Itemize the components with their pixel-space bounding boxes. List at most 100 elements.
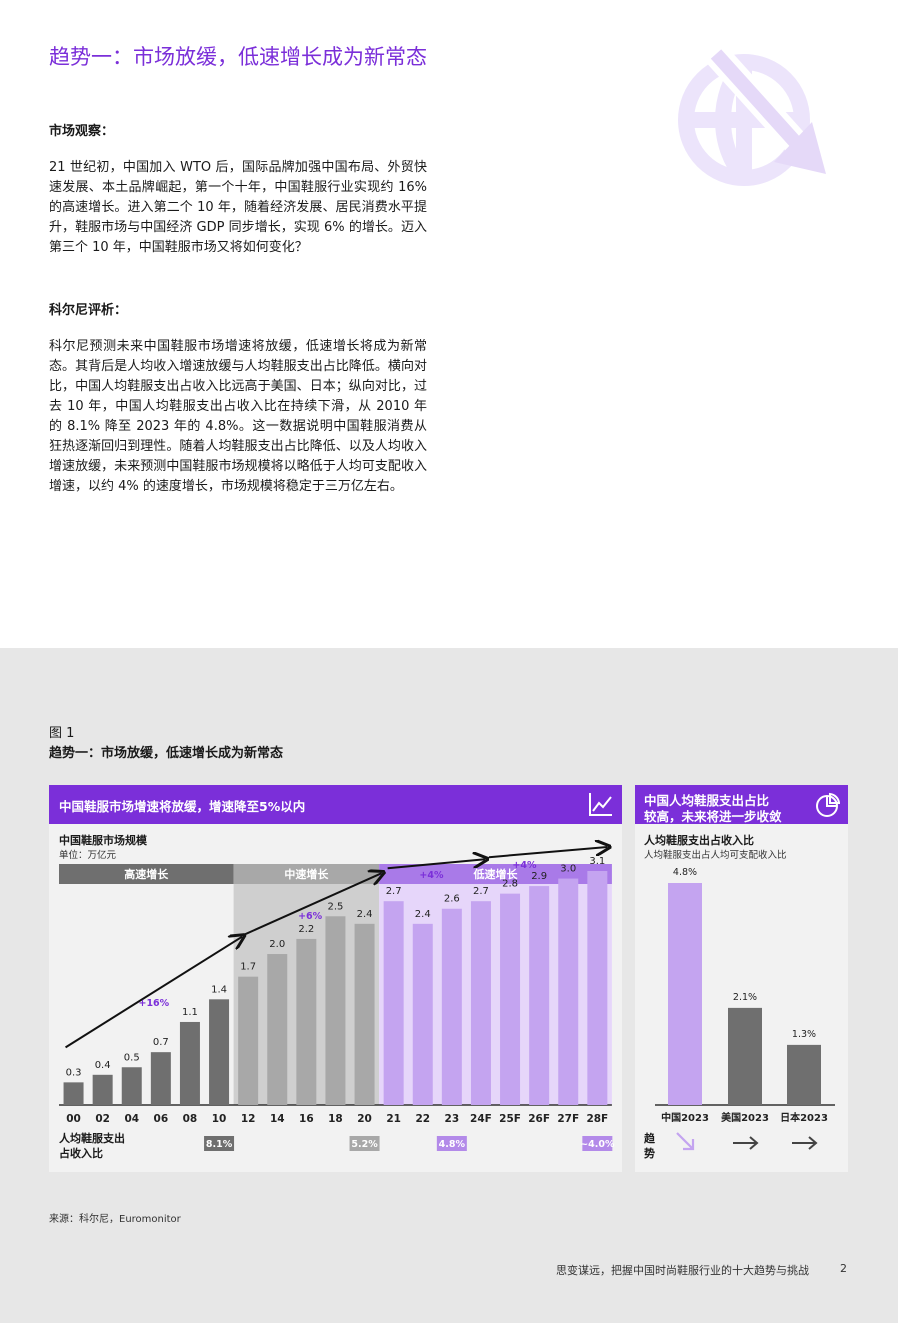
expense-ratio-badge [349, 1136, 380, 1151]
x-tick-label: 27F [557, 1113, 579, 1125]
bar [587, 871, 608, 1105]
arrow-down-right-icon [676, 1132, 695, 1151]
x-tick-label: 12 [241, 1113, 256, 1125]
bar [150, 1052, 171, 1105]
expense-ratio-row-label-1: 人均鞋服支出 [59, 1132, 125, 1145]
section-body-observation: 21 世纪初，中国加入 WTO 后，国际品牌加强中国布局、外贸快速发展、本土品牌… [49, 160, 427, 255]
x-tick-label: 20 [357, 1113, 372, 1125]
bar-value-label: 4.8% [673, 867, 697, 878]
arrow-right-icon [733, 1136, 759, 1150]
trend-arrow [243, 873, 382, 936]
x-tick-label: 23 [445, 1113, 460, 1125]
expense-ratio-badge [436, 1136, 467, 1151]
market-size-chart: 高速增长 中速增长 低速增长 0.3 00 0.4 02 0.5 04 0.7 06 1.1 08 1.4… [59, 785, 615, 1151]
expense-ratio-chart: 4.8% 中国2023 2.1% 美国2023 1.3% 日本2023 [655, 867, 835, 1151]
market-size-banner-text: 中国鞋服市场增速将放缓，增速降至5%以内 [59, 799, 306, 814]
bar [121, 1067, 142, 1105]
bar-value-label: 1.7 [240, 962, 256, 973]
trend-label-1: 趋 [644, 1132, 655, 1145]
phase-band [233, 864, 380, 884]
arrow-right-icon [792, 1136, 818, 1150]
bar-value-label: 3.1 [589, 856, 605, 867]
x-tick-label: 22 [415, 1113, 430, 1125]
x-tick-label: 10 [212, 1113, 227, 1125]
bar-value-label: 0.7 [153, 1037, 169, 1048]
bar [296, 938, 317, 1105]
market-size-heading: 中国鞋服市场规模 [59, 834, 147, 847]
x-tick-label: 16 [299, 1113, 314, 1125]
expense-ratio-badge [204, 1136, 235, 1151]
bar-value-label: 2.5 [327, 901, 343, 912]
x-tick-label: 中国2023 [661, 1111, 709, 1124]
phase-band-label: 中速增长 [284, 867, 329, 881]
bar [529, 886, 550, 1105]
x-tick-label: 06 [154, 1113, 169, 1125]
page-title: 趋势一：市场放缓，低速增长成为新常态 [49, 45, 427, 69]
bar-value-label: 2.2 [298, 924, 314, 935]
bar [267, 954, 288, 1105]
bar-value-label: 0.5 [124, 1052, 140, 1063]
bar [325, 916, 346, 1105]
x-tick-label: 02 [95, 1113, 110, 1125]
bar [668, 883, 702, 1105]
bar [238, 976, 259, 1105]
expense-ratio-badge-label: ~4.0% [580, 1139, 615, 1150]
expense-ratio-banner-line1: 中国人均鞋服支出占比 [644, 793, 770, 808]
section-heading-commentary: 科尔尼评析： [49, 303, 128, 318]
x-tick-label: 日本2023 [780, 1111, 828, 1124]
section-heading-observation: 市场观察： [49, 124, 115, 139]
growth-rate-label: +16% [138, 998, 169, 1009]
bar-value-label: 0.4 [95, 1060, 111, 1071]
growth-rate-label: +4% [512, 860, 537, 871]
phase-band [59, 864, 234, 884]
phase-band-label: 高速增长 [124, 867, 169, 881]
bar-value-label: 2.8 [502, 879, 518, 890]
phase-zone [59, 864, 234, 1105]
expense-ratio-panel: 中国人均鞋服支出占比 较高，未来将进一步收敛 人均鞋服支出占收入比 人均鞋服支出… [635, 785, 848, 1172]
x-tick-label: 21 [386, 1113, 401, 1125]
bar-value-label: 1.4 [211, 984, 227, 995]
x-tick-label: 美国2023 [721, 1111, 769, 1124]
expense-ratio-subheading: 人均鞋服支出占人均可支配收入比 [644, 850, 787, 861]
growth-rate-label: +4% [419, 870, 444, 881]
bar [209, 999, 230, 1105]
bar [179, 1021, 200, 1105]
bar-value-label: 2.4 [415, 909, 431, 920]
footer-title: 思变谋远，把握中国时尚鞋服行业的十大趋势与挑战 [556, 1264, 809, 1277]
bar-value-label: 3.0 [560, 864, 576, 875]
expense-ratio-heading: 人均鞋服支出占收入比 [644, 834, 754, 847]
trend-arrow [387, 859, 485, 870]
expense-ratio-banner-line2: 较高，未来将进一步收敛 [644, 809, 782, 824]
x-tick-label: 24F [470, 1113, 492, 1125]
bar-value-label: 2.7 [473, 886, 489, 897]
x-tick-label: 25F [499, 1113, 521, 1125]
source-note: 来源：科尔尼，Euromonitor [49, 1214, 181, 1225]
growth-rate-label: +6% [298, 911, 323, 922]
pie-chart-icon [816, 792, 840, 817]
bar-value-label: 2.0 [269, 939, 285, 950]
expense-ratio-badge-label: 4.8% [439, 1139, 466, 1150]
phase-band-label: 低速增长 [473, 867, 519, 881]
brand-logo-graphic [678, 45, 826, 186]
line-chart-icon [589, 793, 612, 816]
bar-value-label: 2.4 [357, 909, 373, 920]
bar [354, 923, 375, 1105]
x-tick-label: 18 [328, 1113, 343, 1125]
bar [470, 901, 491, 1105]
expense-ratio-badge-label: 8.1% [206, 1139, 233, 1150]
bar [441, 908, 462, 1105]
bar-value-label: 1.1 [182, 1007, 198, 1018]
trend-label-2: 势 [644, 1147, 655, 1160]
market-size-panel: 中国鞋服市场增速将放缓，增速降至5%以内 中国鞋服市场规模 单位：万亿元 人均鞋… [49, 785, 622, 1172]
section-body-commentary: 科尔尼预测未来中国鞋服市场增速将放缓，低速增长将成为新常态。其背后是人均收入增速… [49, 339, 427, 494]
expense-ratio-badge-label: 5.2% [351, 1139, 378, 1150]
expense-ratio-badge [582, 1136, 613, 1151]
bar [383, 901, 404, 1105]
bar-value-label: 0.3 [66, 1067, 82, 1078]
figure-title: 趋势一：市场放缓，低速增长成为新常态 [49, 746, 284, 761]
x-tick-label: 28F [586, 1113, 608, 1125]
market-size-unit: 单位：万亿元 [59, 850, 117, 861]
bar-value-label: 1.3% [792, 1029, 816, 1040]
x-tick-label: 26F [528, 1113, 550, 1125]
expense-ratio-row-label-2: 占收入比 [59, 1147, 103, 1160]
